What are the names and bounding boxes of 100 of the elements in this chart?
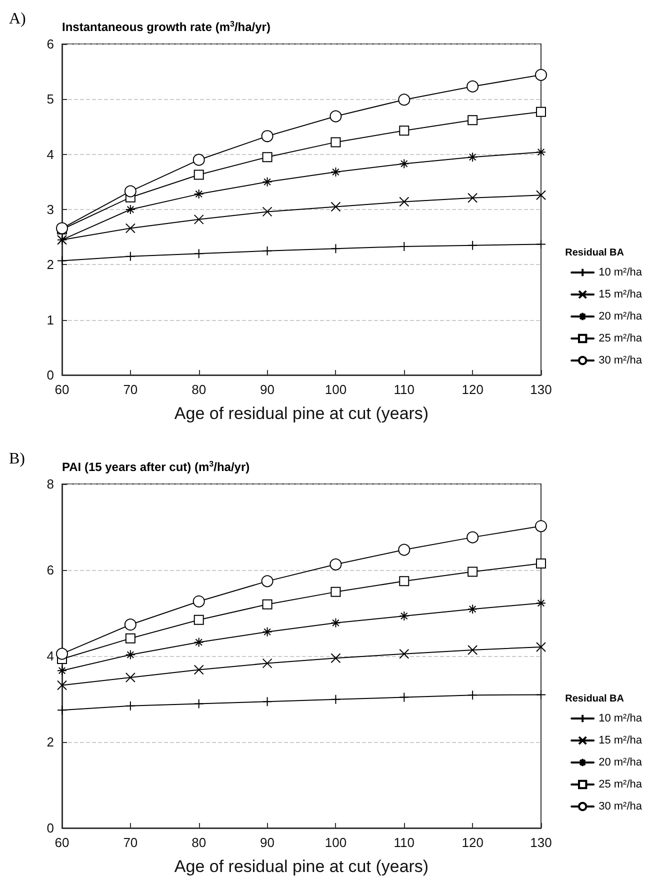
point	[399, 648, 410, 659]
legend-label: 25 m²/ha	[598, 332, 643, 344]
point	[398, 544, 410, 556]
y-tick-label: 2	[46, 734, 54, 750]
point	[466, 80, 479, 92]
point	[192, 154, 205, 166]
x-tick-label: 90	[260, 835, 275, 850]
point	[330, 166, 341, 177]
point	[468, 644, 478, 655]
x-tick-label: 110	[394, 382, 415, 397]
x-tick-label: 110	[394, 835, 415, 850]
point	[536, 147, 546, 158]
legend-label: 15 m²/ha	[598, 288, 643, 300]
point	[125, 650, 136, 660]
point	[468, 152, 478, 162]
point	[192, 595, 205, 608]
y-tick-label: 0	[46, 368, 54, 382]
x-tick-label: 60	[54, 382, 70, 397]
x-tick-label: 130	[530, 382, 552, 397]
x-axis-title: Age of residual pine at cut (years)	[174, 404, 429, 423]
point	[466, 531, 479, 544]
point	[262, 599, 272, 610]
y-tick-label: 5	[46, 92, 54, 107]
point	[468, 192, 478, 203]
point	[262, 658, 272, 668]
point	[194, 214, 204, 224]
y-tick-label: 8	[46, 476, 54, 492]
legend-label: 30 m²/ha	[598, 354, 643, 366]
point	[124, 618, 136, 631]
y-tick-label: 3	[46, 202, 54, 217]
point	[57, 666, 67, 676]
x-tick-label: 80	[192, 382, 206, 397]
point	[536, 190, 546, 200]
x-tick-label: 90	[260, 382, 275, 397]
point	[262, 626, 272, 637]
point	[125, 204, 136, 214]
point	[330, 653, 341, 664]
y-tick-label: 0	[46, 820, 54, 836]
y-tick-label: 6	[46, 562, 54, 578]
point	[399, 576, 410, 586]
point	[125, 223, 136, 234]
point	[330, 110, 342, 122]
y-tick-label: 1	[46, 312, 54, 328]
point	[330, 618, 341, 628]
point	[56, 648, 68, 660]
point	[468, 604, 478, 614]
point	[536, 558, 546, 569]
legend-label: 20 m²/ha	[598, 310, 643, 322]
legend-label: 30 m²/ha	[598, 800, 643, 812]
point	[536, 598, 546, 608]
point	[330, 202, 341, 212]
x-tick-label: 70	[123, 835, 138, 850]
legend-label: 15 m²/ha	[598, 734, 643, 746]
chart-title: B)	[9, 450, 25, 468]
point	[468, 115, 478, 126]
point	[535, 68, 547, 81]
point	[262, 152, 272, 162]
x-tick-label: 100	[324, 382, 347, 397]
x-tick-label: 80	[192, 835, 206, 850]
y-tick-label: 4	[46, 146, 54, 162]
point	[330, 558, 342, 570]
point	[398, 94, 410, 106]
point	[125, 672, 136, 682]
legend-title: Residual BA	[565, 694, 624, 704]
y-tick-label: 6	[46, 36, 54, 52]
x-tick-label: 70	[123, 382, 138, 397]
x-tick-label: 60	[54, 835, 70, 850]
point	[399, 126, 410, 136]
point	[468, 566, 478, 577]
point	[125, 633, 136, 644]
point	[124, 185, 136, 198]
point	[194, 170, 204, 180]
point	[262, 176, 272, 187]
x-tick-label: 100	[324, 835, 347, 850]
point	[194, 614, 204, 625]
point	[262, 206, 272, 217]
chart-title: A)	[9, 10, 26, 28]
point	[535, 520, 547, 532]
legend-label: 20 m²/ha	[598, 756, 643, 768]
point	[261, 130, 274, 142]
x-axis-title: Age of residual pine at cut (years)	[174, 857, 429, 876]
y-tick-label: 2	[46, 257, 54, 272]
y-tick-label: 4	[46, 648, 54, 664]
x-tick-label: 120	[462, 382, 484, 397]
point	[194, 189, 204, 200]
point	[536, 642, 546, 652]
point	[399, 158, 410, 169]
point	[330, 137, 341, 148]
point	[330, 586, 341, 597]
point	[399, 196, 410, 207]
point	[399, 611, 410, 622]
legend-label: 10 m²/ha	[598, 712, 643, 724]
point	[536, 106, 546, 117]
legend-label: 25 m²/ha	[598, 778, 643, 790]
point	[57, 680, 67, 690]
legend-title: Residual BA	[565, 248, 624, 258]
x-tick-label: 130	[530, 835, 552, 850]
point	[261, 575, 274, 588]
x-tick-label: 120	[462, 835, 484, 850]
point	[194, 664, 204, 675]
